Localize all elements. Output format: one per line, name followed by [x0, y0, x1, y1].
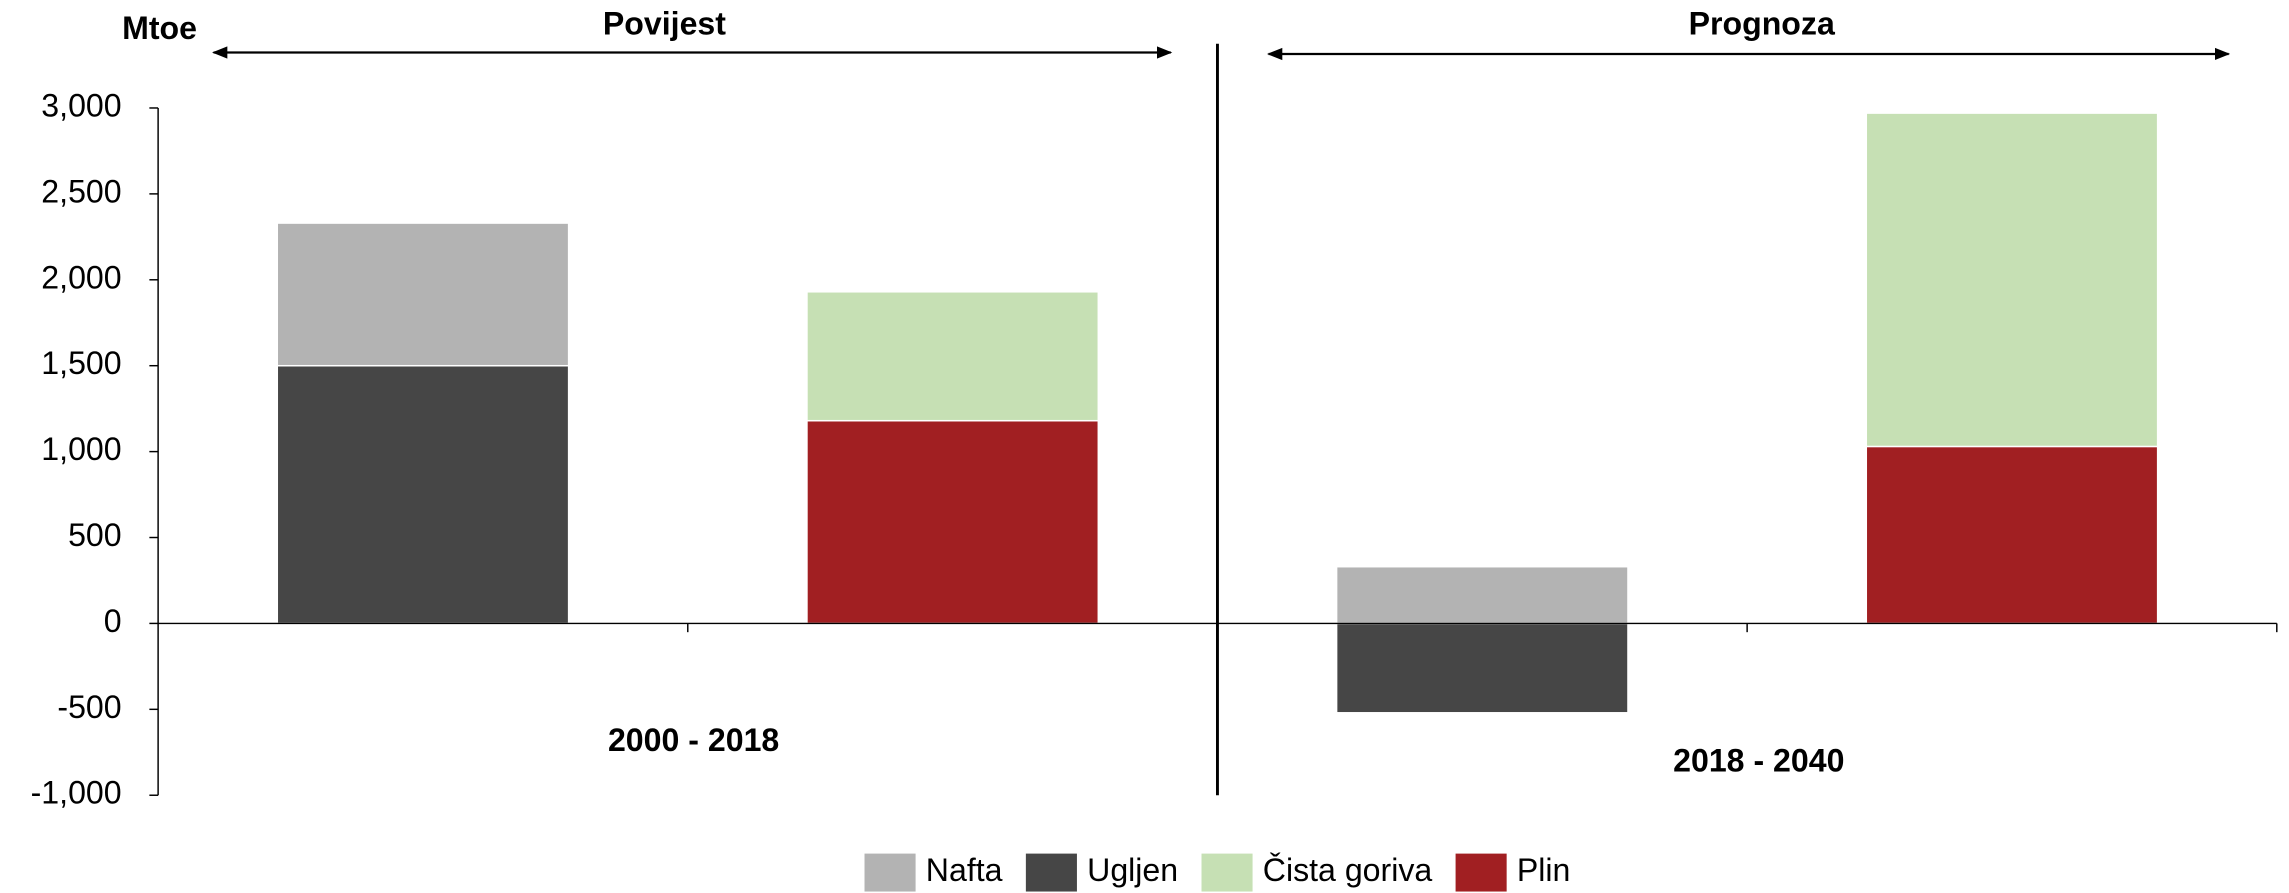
group-label: 2000 - 2018: [608, 722, 779, 758]
bar: [1335, 565, 1629, 625]
legend-swatch: [1455, 853, 1507, 892]
bar: [276, 222, 570, 367]
legend-swatch: [1201, 853, 1253, 892]
bar: [1865, 445, 2159, 625]
legend-label: Nafta: [926, 852, 1003, 888]
y-axis-label: Mtoe: [122, 10, 197, 46]
bar: [806, 291, 1100, 422]
y-tick-label: 3,000: [41, 87, 121, 123]
legend-label: Čista goriva: [1263, 852, 1433, 888]
bar: [1865, 112, 2159, 448]
y-tick-label: 500: [68, 517, 122, 553]
legend-swatch: [864, 853, 916, 892]
bar: [806, 419, 1100, 625]
section-label: Povijest: [603, 6, 726, 42]
legend-swatch: [1025, 853, 1077, 892]
legend-label: Plin: [1517, 852, 1571, 888]
group-label: 2018 - 2040: [1673, 743, 1844, 779]
y-tick-label: 2,500: [41, 173, 121, 209]
y-tick-label: -1,000: [31, 775, 122, 811]
y-tick-label: -500: [57, 689, 121, 725]
y-tick-label: 1,000: [41, 431, 121, 467]
bar: [276, 364, 570, 625]
y-tick-label: 1,500: [41, 345, 121, 381]
y-tick-label: 2,000: [41, 259, 121, 295]
bar: [1335, 622, 1629, 714]
section-label: Prognoza: [1689, 6, 1836, 42]
legend-label: Ugljen: [1087, 852, 1178, 888]
y-tick-label: 0: [104, 603, 122, 639]
